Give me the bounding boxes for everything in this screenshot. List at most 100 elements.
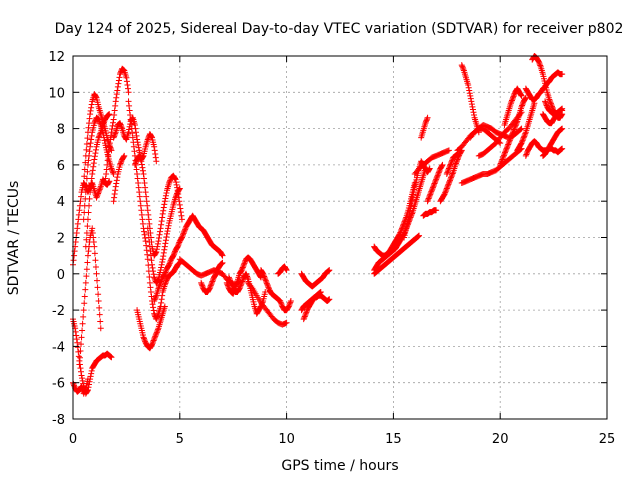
data-point xyxy=(89,225,96,232)
data-point xyxy=(157,267,164,274)
data-point xyxy=(460,66,467,73)
series-arc-26 xyxy=(371,165,429,274)
data-point xyxy=(171,175,178,182)
data-point xyxy=(459,64,466,71)
series-arc-42 xyxy=(501,85,525,128)
data-point xyxy=(161,243,168,250)
data-point xyxy=(135,144,142,151)
data-point xyxy=(422,118,429,125)
data-point xyxy=(89,167,96,174)
data-point xyxy=(162,240,169,247)
data-point xyxy=(76,207,83,214)
data-point xyxy=(407,205,414,212)
data-point xyxy=(213,270,220,277)
y-tick-label: 12 xyxy=(48,50,65,65)
data-point xyxy=(88,175,95,182)
data-point xyxy=(448,174,455,181)
data-point xyxy=(283,266,290,273)
data-point xyxy=(146,243,153,250)
data-point xyxy=(523,150,530,157)
data-point xyxy=(427,191,434,198)
data-point xyxy=(159,292,166,299)
data-point xyxy=(218,251,225,258)
data-point xyxy=(83,273,90,280)
data-point xyxy=(93,194,100,201)
data-point xyxy=(448,173,455,180)
data-point xyxy=(505,141,512,148)
data-point xyxy=(92,263,99,270)
data-point xyxy=(508,131,515,138)
data-point xyxy=(157,228,164,235)
data-point xyxy=(92,93,99,100)
data-point xyxy=(154,313,161,320)
data-point xyxy=(163,230,170,237)
data-point xyxy=(445,181,452,188)
data-point xyxy=(405,216,412,223)
data-point xyxy=(84,252,91,259)
data-point xyxy=(277,298,284,305)
data-point xyxy=(261,273,268,280)
series-arc-13 xyxy=(134,303,168,352)
data-point xyxy=(76,354,83,361)
data-point xyxy=(510,127,517,134)
data-point xyxy=(469,106,476,113)
data-point xyxy=(154,243,161,250)
series-arc-43 xyxy=(514,100,538,154)
data-point xyxy=(156,231,163,238)
data-point xyxy=(522,152,529,159)
data-point xyxy=(126,102,133,109)
data-point xyxy=(138,158,145,165)
data-point xyxy=(424,116,431,123)
data-point xyxy=(155,234,162,241)
data-point xyxy=(84,223,91,230)
data-point xyxy=(178,234,185,241)
data-point xyxy=(153,249,160,256)
data-point xyxy=(180,231,187,238)
data-point xyxy=(519,101,526,108)
data-point xyxy=(301,314,308,321)
data-point xyxy=(106,143,113,150)
data-point xyxy=(91,243,98,250)
data-point xyxy=(140,170,147,177)
data-point xyxy=(112,130,119,137)
data-point xyxy=(95,134,102,141)
series-arc-4 xyxy=(76,225,104,368)
data-point xyxy=(173,193,180,200)
data-point xyxy=(510,93,517,100)
data-point xyxy=(129,130,136,137)
data-point xyxy=(152,333,159,340)
data-point xyxy=(326,296,333,303)
data-point xyxy=(158,264,165,271)
data-point xyxy=(85,209,92,216)
data-point xyxy=(425,196,432,203)
data-point xyxy=(153,330,160,337)
data-point xyxy=(147,252,154,259)
data-point xyxy=(115,80,122,87)
data-point xyxy=(444,182,451,189)
data-point xyxy=(277,299,284,306)
data-point xyxy=(465,84,472,91)
data-point xyxy=(102,180,109,187)
data-point xyxy=(151,336,158,343)
data-point xyxy=(179,233,186,240)
data-point xyxy=(160,207,167,214)
data-point xyxy=(147,288,154,295)
data-point xyxy=(466,90,473,97)
data-point xyxy=(522,130,529,137)
series-arc-49 xyxy=(542,98,566,118)
data-point xyxy=(77,347,84,354)
data-point xyxy=(125,85,132,92)
data-point xyxy=(225,274,232,281)
data-point xyxy=(146,239,153,246)
data-point xyxy=(120,153,127,160)
data-point xyxy=(86,148,93,155)
data-point xyxy=(153,158,160,165)
data-point xyxy=(155,285,162,292)
data-point xyxy=(262,288,269,295)
data-point xyxy=(100,120,107,127)
data-point xyxy=(426,192,433,199)
data-point xyxy=(91,250,98,257)
series-arc-32 xyxy=(420,207,440,219)
data-point xyxy=(175,242,182,249)
data-point xyxy=(243,270,250,277)
